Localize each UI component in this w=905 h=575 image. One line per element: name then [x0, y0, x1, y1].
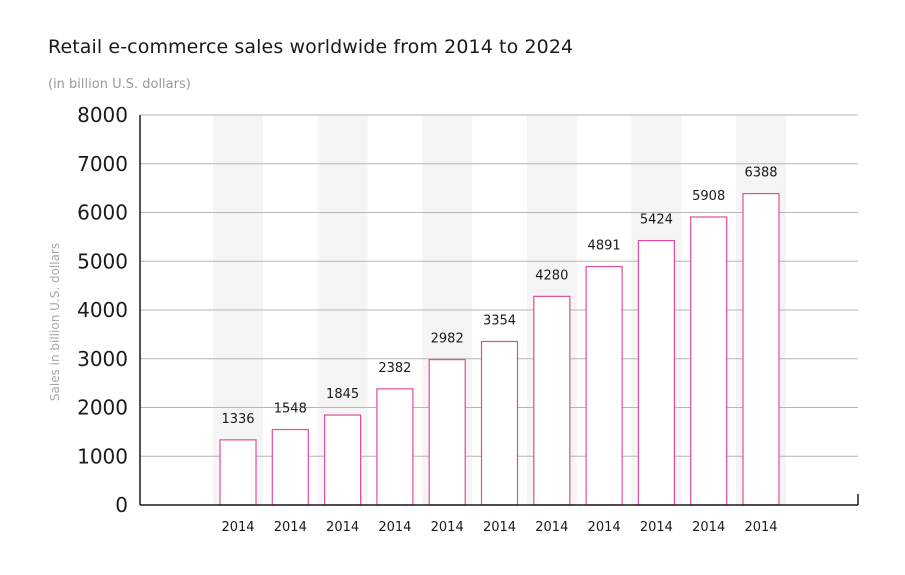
- data-label: 1336: [221, 412, 254, 427]
- y-tick-labels: 0 1000 2000 3000 4000 5000 6000 7000 8000: [77, 103, 128, 517]
- data-labels: 1336 1548 1845 2382 2982 3354 4280 4891 5424 5908…: [221, 166, 777, 427]
- data-label: 4891: [588, 239, 621, 254]
- bar: [324, 414, 362, 506]
- bars: [219, 192, 780, 506]
- x-tick-label: 2014: [326, 520, 359, 535]
- y-tick-label: 8000: [77, 103, 128, 127]
- x-tick-label: 2014: [640, 520, 673, 535]
- x-tick-label: 2014: [483, 520, 516, 535]
- x-tick-label: 2014: [535, 520, 568, 535]
- bar: [271, 428, 309, 506]
- x-tick-label: 2014: [221, 520, 254, 535]
- data-label: 6388: [744, 166, 777, 181]
- bar: [376, 388, 414, 506]
- x-tick-label: 2014: [744, 520, 777, 535]
- chart-title: Retail e-commerce sales worldwide from 2…: [48, 36, 574, 58]
- x-tick-label: 2014: [431, 520, 464, 535]
- data-label: 1845: [326, 387, 359, 402]
- y-tick-label: 7000: [77, 152, 128, 176]
- data-label: 4280: [535, 268, 568, 283]
- x-tick-label: 2014: [378, 520, 411, 535]
- y-tick-label: 5000: [77, 249, 128, 273]
- x-tick-label: 2014: [692, 520, 725, 535]
- x-tick-label: 2014: [588, 520, 621, 535]
- axes: [139, 115, 859, 506]
- y-tick-label: 2000: [77, 396, 128, 420]
- x-tick-label: 2014: [274, 520, 307, 535]
- chart-subtitle: (in billion U.S. dollars): [48, 77, 191, 92]
- data-label: 2982: [431, 332, 464, 347]
- bar: [480, 340, 519, 506]
- bar: [690, 216, 728, 506]
- y-tick-label: 1000: [77, 444, 128, 468]
- bar: [637, 239, 676, 506]
- y-axis-title: Sales in billion U.S. dollars: [48, 243, 62, 401]
- y-tick-label: 0: [115, 493, 128, 517]
- data-label: 2382: [378, 361, 411, 376]
- data-label: 1548: [274, 402, 307, 417]
- data-label: 3354: [483, 313, 516, 328]
- x-tick-labels: 2014 2014 2014 2014 2014 2014 2014 2014 2014 2014…: [221, 520, 777, 535]
- y-tick-label: 6000: [77, 201, 128, 225]
- y-tick-label: 4000: [77, 298, 128, 322]
- data-label: 5908: [692, 189, 725, 204]
- bar: [219, 439, 257, 506]
- bar: [742, 192, 780, 506]
- bar: [585, 265, 623, 506]
- bar: [533, 295, 571, 506]
- bar: [428, 359, 466, 506]
- y-tick-label: 3000: [77, 347, 128, 371]
- data-label: 5424: [640, 213, 673, 228]
